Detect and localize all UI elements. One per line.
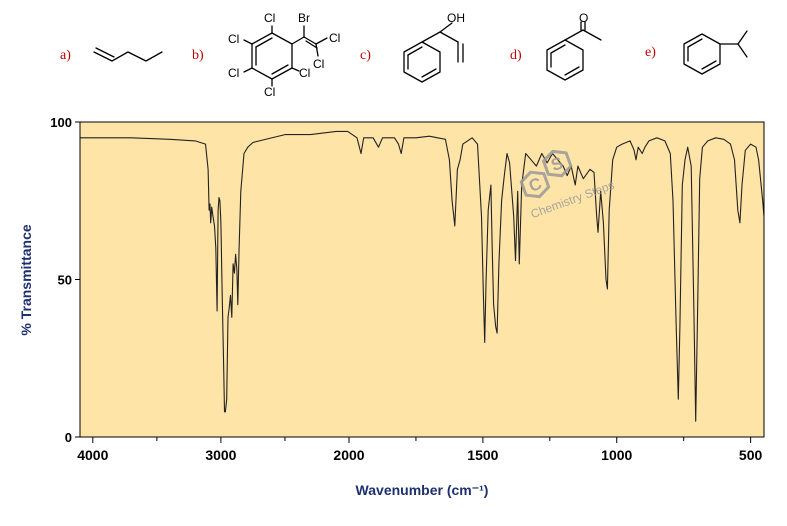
plot-border (79, 121, 765, 438)
option-c-label: c) (360, 48, 371, 63)
answer-options-structures: a) b) Cl Br Cl Cl Cl Cl Cl Cl c) (60, 11, 748, 99)
atom-br: Br (298, 11, 310, 25)
x-tick-label: 1500 (467, 447, 498, 463)
atom-cl-upper-left: Cl (228, 32, 239, 46)
option-b-structure: Cl Br Cl Cl Cl Cl Cl Cl (228, 11, 340, 99)
x-tick-label: 2000 (333, 447, 364, 463)
x-tick-label: 3000 (205, 447, 236, 463)
option-d-structure: O (546, 11, 602, 81)
y-axis-ticks: 0 50 100 (50, 115, 80, 445)
x-axis-title: Wavenumber (cm⁻¹) (356, 482, 489, 498)
x-tick-label: 4000 (77, 447, 108, 463)
atom-o-ketone: O (579, 11, 588, 25)
y-tick-label: 50 (58, 273, 72, 288)
atom-cl-vinyl-2: Cl (313, 57, 324, 71)
atom-cl-vinyl-1: Cl (329, 31, 340, 45)
atom-cl-lower-left: Cl (228, 66, 239, 80)
x-tick-label: 1000 (601, 447, 632, 463)
option-a-label: a) (60, 48, 71, 63)
option-e-label: e) (645, 45, 656, 60)
option-e-structure (683, 30, 748, 75)
atom-oh: OH (447, 11, 465, 25)
y-axis-title: % Transmittance (18, 224, 34, 335)
y-tick-label: 0 (65, 430, 72, 445)
atom-cl-bottom: Cl (264, 85, 275, 99)
atom-cl-lower-right: Cl (299, 66, 310, 80)
option-a-structure (93, 47, 163, 62)
x-axis-ticks: 4000 3000 2000 1500 1000 500 (77, 437, 763, 463)
option-c-structure: OH (403, 11, 465, 83)
watermark-letter-c: C (526, 174, 544, 196)
plot-area (80, 122, 764, 437)
option-d-label: d) (510, 48, 522, 63)
atom-cl-top: Cl (264, 11, 275, 25)
option-b-label: b) (192, 48, 204, 63)
x-tick-label: 500 (739, 447, 763, 463)
y-tick-label: 100 (50, 115, 72, 130)
spectrum-trace (80, 130, 765, 422)
